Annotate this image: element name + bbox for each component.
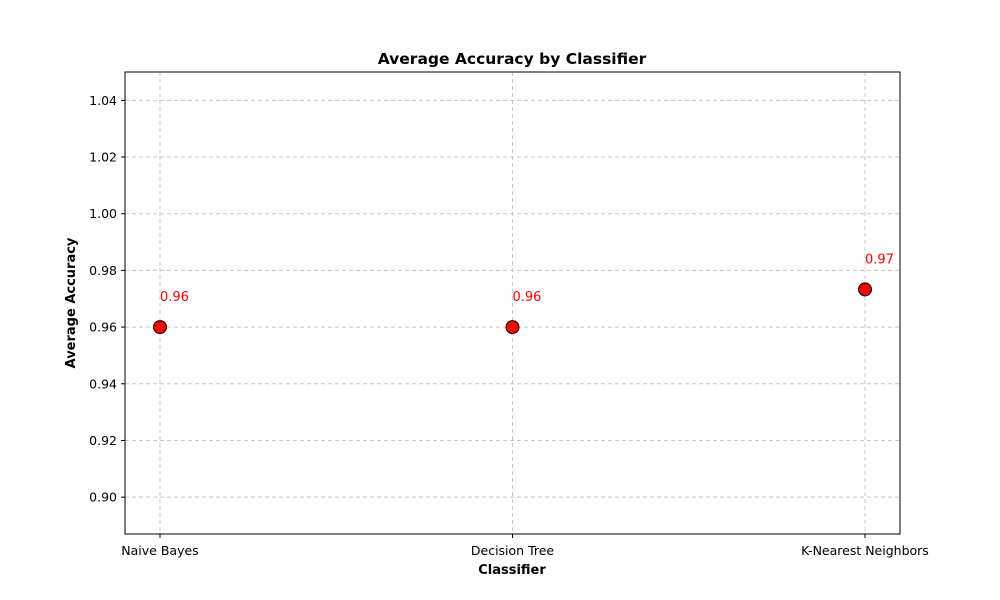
- y-tick-label: 0.92: [89, 433, 117, 448]
- points-layer: 0.96 0.96 0.97: [153, 252, 894, 335]
- y-tick-label: 0.96: [89, 320, 117, 335]
- y-tick-label: 1.04: [89, 93, 117, 108]
- y-tick-label: 0.90: [89, 490, 117, 505]
- x-tick-label: Naive Bayes: [121, 543, 198, 558]
- y-tick-label: 1.00: [89, 206, 117, 221]
- y-axis-title: Average Accuracy: [64, 237, 79, 368]
- x-tick-label: K-Nearest Neighbors: [801, 543, 929, 558]
- x-axis-title: Classifier: [478, 563, 546, 578]
- data-label: 0.96: [513, 290, 542, 305]
- data-point: [153, 320, 167, 335]
- data-point: [505, 320, 520, 335]
- data-point: [858, 282, 872, 297]
- y-tick-label: 0.94: [89, 376, 117, 391]
- chart-title: Average Accuracy by Classifier: [378, 50, 647, 68]
- data-label: 0.96: [160, 290, 189, 305]
- grid-layer: [125, 72, 900, 534]
- data-label: 0.97: [865, 252, 894, 267]
- x-tick-label: Decision Tree: [471, 543, 555, 558]
- y-tick-label: 0.98: [89, 263, 117, 278]
- y-tick-label: 1.02: [89, 150, 117, 165]
- ticks-layer: 0.90 0.92 0.94 0.96 0.98 1.00 1.02 1.04 Naive Ba…: [89, 93, 929, 558]
